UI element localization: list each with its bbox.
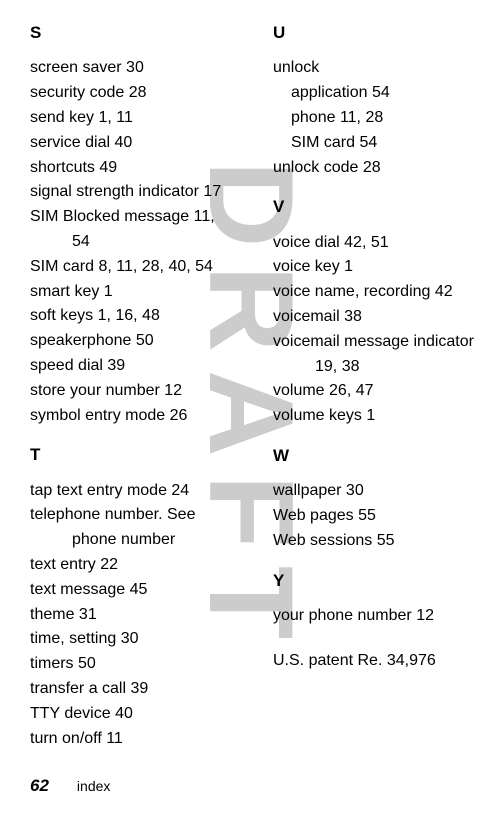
index-entry: tap text entry mode 24 xyxy=(30,479,261,504)
section-w: W xyxy=(273,443,483,469)
index-entry: unlock xyxy=(273,56,483,81)
index-entry: symbol entry mode 26 xyxy=(30,404,261,429)
index-entry: screen saver 30 xyxy=(30,56,261,81)
index-entry: telephone number. See xyxy=(30,503,261,528)
index-entry: volume 26, 47 xyxy=(273,379,483,404)
index-entry: voice name, recording 42 xyxy=(273,280,483,305)
index-entry: voice dial 42, 51 xyxy=(273,231,483,256)
index-continuation: 54 xyxy=(30,230,261,255)
index-entry: speed dial 39 xyxy=(30,354,261,379)
index-entry: turn on/off 11 xyxy=(30,727,261,752)
index-subentry: SIM card 54 xyxy=(273,131,483,156)
section-u: U xyxy=(273,20,483,46)
index-content: S screen saver 30 security code 28 send … xyxy=(0,0,501,751)
right-column: U unlock application 54 phone 11, 28 SIM… xyxy=(273,20,483,751)
section-s: S xyxy=(30,20,261,46)
index-entry: timers 50 xyxy=(30,652,261,677)
index-entry: speakerphone 50 xyxy=(30,329,261,354)
index-entry: unlock code 28 xyxy=(273,156,483,181)
index-entry: service dial 40 xyxy=(30,131,261,156)
index-entry: SIM Blocked message 11, xyxy=(30,205,261,230)
index-entry: your phone number 12 xyxy=(273,604,483,629)
index-entry: store your number 12 xyxy=(30,379,261,404)
index-entry: TTY device 40 xyxy=(30,702,261,727)
footer-label: index xyxy=(77,778,110,794)
index-entry: transfer a call 39 xyxy=(30,677,261,702)
index-entry: text entry 22 xyxy=(30,553,261,578)
index-entry: SIM card 8, 11, 28, 40, 54 xyxy=(30,255,261,280)
index-entry: signal strength indicator 17 xyxy=(30,180,261,205)
section-v: V xyxy=(273,194,483,220)
index-entry: time, setting 30 xyxy=(30,627,261,652)
index-continuation: 19, 38 xyxy=(273,355,483,380)
index-entry: shortcuts 49 xyxy=(30,156,261,181)
index-entry: theme 31 xyxy=(30,603,261,628)
index-subentry: phone 11, 28 xyxy=(273,106,483,131)
section-t: T xyxy=(30,442,261,468)
index-entry: soft keys 1, 16, 48 xyxy=(30,304,261,329)
index-entry: send key 1, 11 xyxy=(30,106,261,131)
index-entry: text message 45 xyxy=(30,578,261,603)
index-entry: wallpaper 30 xyxy=(273,479,483,504)
left-column: S screen saver 30 security code 28 send … xyxy=(30,20,261,751)
patent-notice: U.S. patent Re. 34,976 xyxy=(273,649,483,674)
index-entry: smart key 1 xyxy=(30,280,261,305)
index-entry: voice key 1 xyxy=(273,255,483,280)
section-y: Y xyxy=(273,568,483,594)
index-entry: Web sessions 55 xyxy=(273,529,483,554)
index-continuation: phone number xyxy=(30,528,261,553)
index-entry: voicemail message indicator xyxy=(273,330,483,355)
index-entry: security code 28 xyxy=(30,81,261,106)
index-entry: volume keys 1 xyxy=(273,404,483,429)
index-entry: Web pages 55 xyxy=(273,504,483,529)
page-footer: 62 index xyxy=(30,776,110,796)
page-number: 62 xyxy=(30,776,49,796)
index-entry: voicemail 38 xyxy=(273,305,483,330)
index-subentry: application 54 xyxy=(273,81,483,106)
